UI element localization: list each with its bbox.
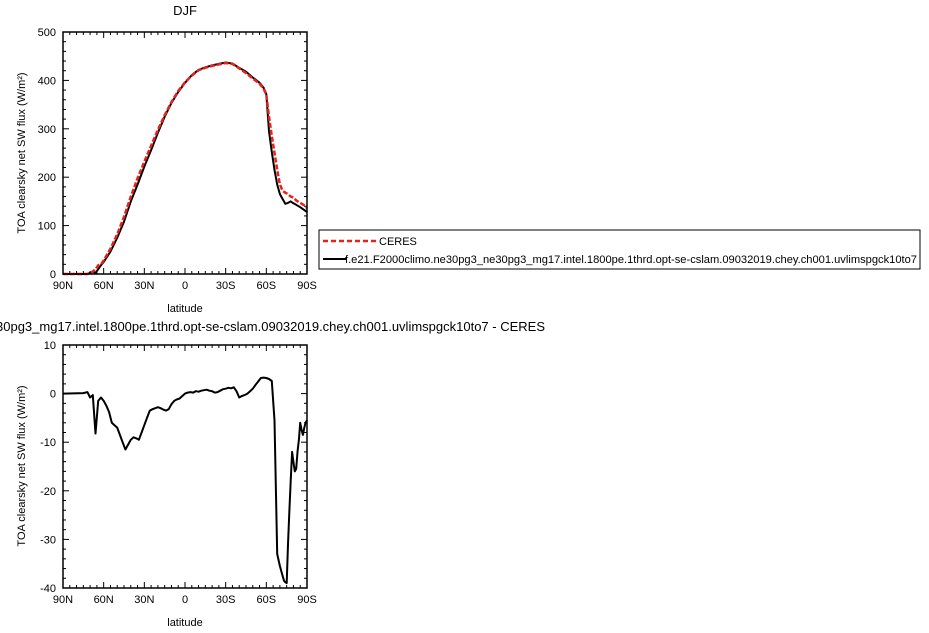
ceres-line bbox=[63, 61, 308, 276]
y-tick-label: -20 bbox=[40, 486, 56, 498]
tick-marks bbox=[62, 31, 308, 275]
chart-title: DJF bbox=[173, 3, 197, 18]
tick-marks bbox=[62, 344, 308, 589]
y-tick-label: 400 bbox=[38, 75, 56, 87]
y-tick-label: 300 bbox=[38, 124, 56, 136]
y-tick-label: 10 bbox=[44, 340, 56, 352]
tick-labels: 90N 60N 30N 0 30S 60S 90S 10 0 -10 -20 -30 -40 bbox=[40, 340, 317, 606]
y-tick-label: -40 bbox=[40, 583, 56, 595]
y-tick-label: -30 bbox=[40, 534, 56, 546]
x-axis-label: latitude bbox=[167, 303, 202, 315]
difference-panel: f.e21.F2000climo.ne30pg3_ne30pg3_mg17.in… bbox=[0, 319, 545, 629]
y-axis-label: TOA clearsky net SW flux (W/m²) bbox=[16, 385, 28, 546]
legend-label-model: f.e21.F2000climo.ne30pg3_ne30pg3_mg17.in… bbox=[345, 254, 917, 266]
x-tick-label: 90N bbox=[53, 280, 73, 292]
legend-box bbox=[318, 229, 921, 270]
x-tick-label: 60S bbox=[257, 280, 277, 292]
legend-label-ceres: CERES bbox=[379, 236, 417, 248]
flux-panel: DJF 90N 60N 30N 0 30S 60S 90S0100200300400500 … bbox=[16, 3, 317, 315]
series-lines bbox=[63, 61, 308, 276]
plot-frame bbox=[62, 344, 308, 589]
y-tick-label: -10 bbox=[40, 437, 56, 449]
y-tick-label: 0 bbox=[50, 269, 56, 281]
x-tick-label: 60S bbox=[257, 594, 277, 606]
x-tick-label: 0 bbox=[182, 280, 188, 292]
tick-labels: 90N 60N 30N 0 30S 60S 90S 0 100 200 300 400 500 bbox=[38, 27, 317, 292]
x-tick-label: 30S bbox=[216, 280, 236, 292]
y-axis-label: TOA clearsky net SW flux (W/m²) bbox=[16, 72, 28, 233]
x-tick-label: 30N bbox=[134, 594, 154, 606]
y-tick-label: 0 bbox=[50, 389, 56, 401]
series-lines bbox=[62, 376, 308, 585]
x-axis-label: latitude bbox=[167, 617, 202, 629]
x-tick-label: 90S bbox=[297, 280, 317, 292]
legend: CERES f.e21.F2000climo.ne30pg3_ne30pg3_m… bbox=[318, 229, 921, 270]
x-tick-label: 60N bbox=[94, 280, 114, 292]
chart-title: f.e21.F2000climo.ne30pg3_ne30pg3_mg17.in… bbox=[0, 319, 545, 334]
x-tick-label: 0 bbox=[182, 594, 188, 606]
x-tick-label: 90S bbox=[297, 594, 317, 606]
x-tick-label: 30S bbox=[216, 594, 236, 606]
y-tick-label: 200 bbox=[38, 172, 56, 184]
model-line bbox=[63, 61, 308, 275]
x-tick-label: 60N bbox=[94, 594, 114, 606]
y-tick-label: 500 bbox=[38, 27, 56, 39]
model-line bbox=[62, 376, 308, 585]
y-tick-label: 100 bbox=[38, 221, 56, 233]
x-tick-label: 90N bbox=[53, 594, 73, 606]
x-tick-label: 30N bbox=[134, 280, 154, 292]
plot-frame bbox=[62, 31, 308, 275]
